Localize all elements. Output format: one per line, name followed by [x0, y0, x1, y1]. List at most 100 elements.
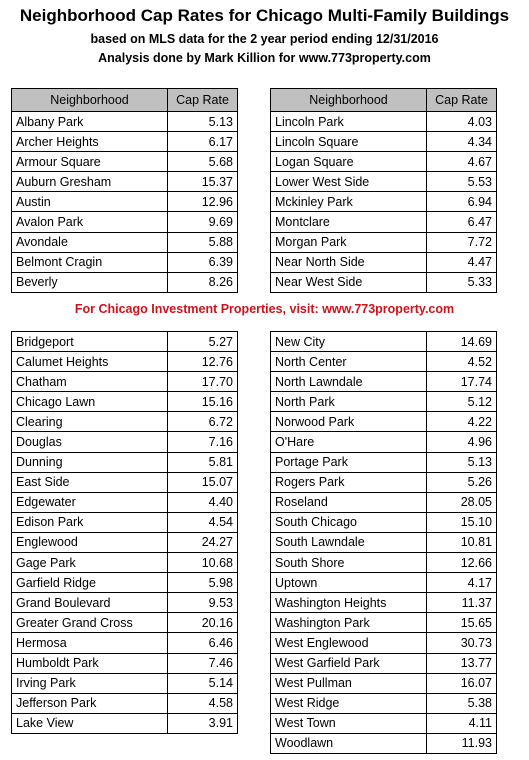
table-row: West Garfield Park 13.77	[270, 652, 497, 674]
neighborhood-name: Austin	[11, 191, 168, 213]
table-row: East Side 15.07	[11, 471, 238, 493]
promo-text: For Chicago Investment Properties, visit…	[74, 302, 455, 316]
table-row: Englewood 24.27	[11, 531, 238, 554]
neighborhood-name: Gage Park	[11, 552, 168, 574]
table-row: Roseland 28.05	[270, 491, 497, 513]
neighborhood-name: Norwood Park	[270, 411, 427, 433]
neighborhood-name: Mckinley Park	[270, 191, 427, 213]
cap-rate-column-header: Cap Rate	[426, 88, 497, 112]
neighborhood-name: Morgan Park	[270, 231, 427, 253]
table-row: Near North Side 4.47	[270, 251, 497, 273]
table-row: Montclare 6.47	[270, 211, 497, 233]
neighborhood-name: New City	[270, 330, 427, 353]
table-row: Woodlawn 11.93	[270, 732, 497, 754]
cap-rate-value: 5.13	[167, 110, 238, 133]
neighborhood-name: Edison Park	[11, 511, 168, 533]
neighborhood-name: Garfield Ridge	[11, 572, 168, 594]
table-row: Logan Square 4.67	[270, 151, 497, 173]
neighborhood-name: O'Hare	[270, 431, 427, 453]
cap-rate-value: 20.16	[167, 612, 238, 634]
cap-rate-value: 5.26	[426, 471, 497, 493]
cap-rate-value: 5.27	[167, 330, 238, 353]
cap-rate-value: 7.72	[426, 231, 497, 253]
cap-rate-value: 10.81	[426, 531, 497, 554]
neighborhood-name: North Park	[270, 391, 427, 413]
table-row: Washington Park 15.65	[270, 612, 497, 634]
cap-rate-value: 6.47	[426, 211, 497, 233]
neighborhood-name: Humboldt Park	[11, 652, 168, 674]
cap-rate-value: 5.12	[426, 391, 497, 413]
cap-rate-value: 7.46	[167, 652, 238, 674]
table-row: Mckinley Park 6.94	[270, 191, 497, 213]
neighborhood-name: East Side	[11, 471, 168, 493]
neighborhood-name: Greater Grand Cross	[11, 612, 168, 634]
cap-rate-value: 13.77	[426, 652, 497, 674]
cap-rate-table-bottom-right: New City 14.69 North Center 4.52 North Lawnd…	[270, 330, 497, 754]
table-row: Chicago Lawn 15.16	[11, 391, 238, 413]
neighborhood-name: Dunning	[11, 451, 168, 473]
cap-rate-value: 30.73	[426, 632, 497, 654]
table-row: Belmont Cragin 6.39	[11, 251, 238, 273]
table-row: Austin 12.96	[11, 191, 238, 213]
cap-rate-value: 15.37	[167, 171, 238, 193]
cap-rate-value: 6.46	[167, 632, 238, 654]
cap-rate-value: 17.70	[167, 371, 238, 393]
table-row: Grand Boulevard 9.53	[11, 592, 238, 614]
cap-rate-value: 15.10	[426, 511, 497, 533]
neighborhood-name: Chatham	[11, 371, 168, 393]
cap-rate-value: 15.16	[167, 391, 238, 413]
table-row: Morgan Park 7.72	[270, 231, 497, 253]
cap-rate-value: 17.74	[426, 371, 497, 393]
table-row: West Englewood 30.73	[270, 632, 497, 654]
table-row: Dunning 5.81	[11, 451, 238, 473]
cap-rate-value: 4.11	[426, 712, 497, 734]
cap-rate-value: 12.66	[426, 552, 497, 574]
table-row: South Chicago 15.10	[270, 511, 497, 533]
table-row: Auburn Gresham 15.37	[11, 171, 238, 193]
neighborhood-name: Washington Heights	[270, 592, 427, 614]
cap-rate-value: 4.22	[426, 411, 497, 433]
cap-rate-value: 9.53	[167, 592, 238, 614]
table-row: Douglas 7.16	[11, 431, 238, 453]
neighborhood-name: Washington Park	[270, 612, 427, 634]
neighborhood-column-header: Neighborhood	[11, 88, 168, 112]
table-row: Irving Park 5.14	[11, 672, 238, 694]
cap-rate-value: 4.58	[167, 692, 238, 714]
neighborhood-name: West Town	[270, 712, 427, 734]
neighborhood-name: Lake View	[11, 712, 168, 734]
cap-rate-value: 14.69	[426, 330, 497, 353]
cap-rate-table-bottom-left: Bridgeport 5.27 Calumet Heights 12.76 Chatha…	[11, 330, 238, 734]
neighborhood-name: Near West Side	[270, 271, 427, 293]
cap-rate-value: 15.07	[167, 471, 238, 493]
table-row: West Town 4.11	[270, 712, 497, 734]
neighborhood-name: Lincoln Square	[270, 131, 427, 153]
neighborhood-name: West Englewood	[270, 632, 427, 654]
cap-rate-value: 4.52	[426, 351, 497, 373]
table-row: North Lawndale 17.74	[270, 371, 497, 393]
table-row: North Center 4.52	[270, 351, 497, 373]
neighborhood-name: Edgewater	[11, 491, 168, 513]
table-row: West Ridge 5.38	[270, 692, 497, 714]
neighborhood-column-header: Neighborhood	[270, 88, 427, 112]
neighborhood-name: Bridgeport	[11, 330, 168, 353]
table-row: Greater Grand Cross 20.16	[11, 612, 238, 634]
cap-rate-table-top-left: Neighborhood Cap Rate Albany Park 5.13 Arc…	[11, 88, 238, 293]
cap-rate-value: 5.33	[426, 271, 497, 293]
table-row: Rogers Park 5.26	[270, 471, 497, 493]
cap-rate-value: 6.17	[167, 131, 238, 153]
table-row: Calumet Heights 12.76	[11, 351, 238, 373]
neighborhood-name: Englewood	[11, 531, 168, 554]
neighborhood-name: South Lawndale	[270, 531, 427, 554]
neighborhood-name: North Lawndale	[270, 371, 427, 393]
cap-rate-value: 11.93	[426, 732, 497, 754]
cap-rate-value: 5.38	[426, 692, 497, 714]
cap-rate-value: 12.76	[167, 351, 238, 373]
neighborhood-name: Armour Square	[11, 151, 168, 173]
neighborhood-name: West Garfield Park	[270, 652, 427, 674]
neighborhood-name: Lower West Side	[270, 171, 427, 193]
neighborhood-name: North Center	[270, 351, 427, 373]
table-row: Armour Square 5.68	[11, 151, 238, 173]
table-row: New City 14.69	[270, 330, 497, 353]
cap-rate-value: 3.91	[167, 712, 238, 734]
neighborhood-name: South Chicago	[270, 511, 427, 533]
